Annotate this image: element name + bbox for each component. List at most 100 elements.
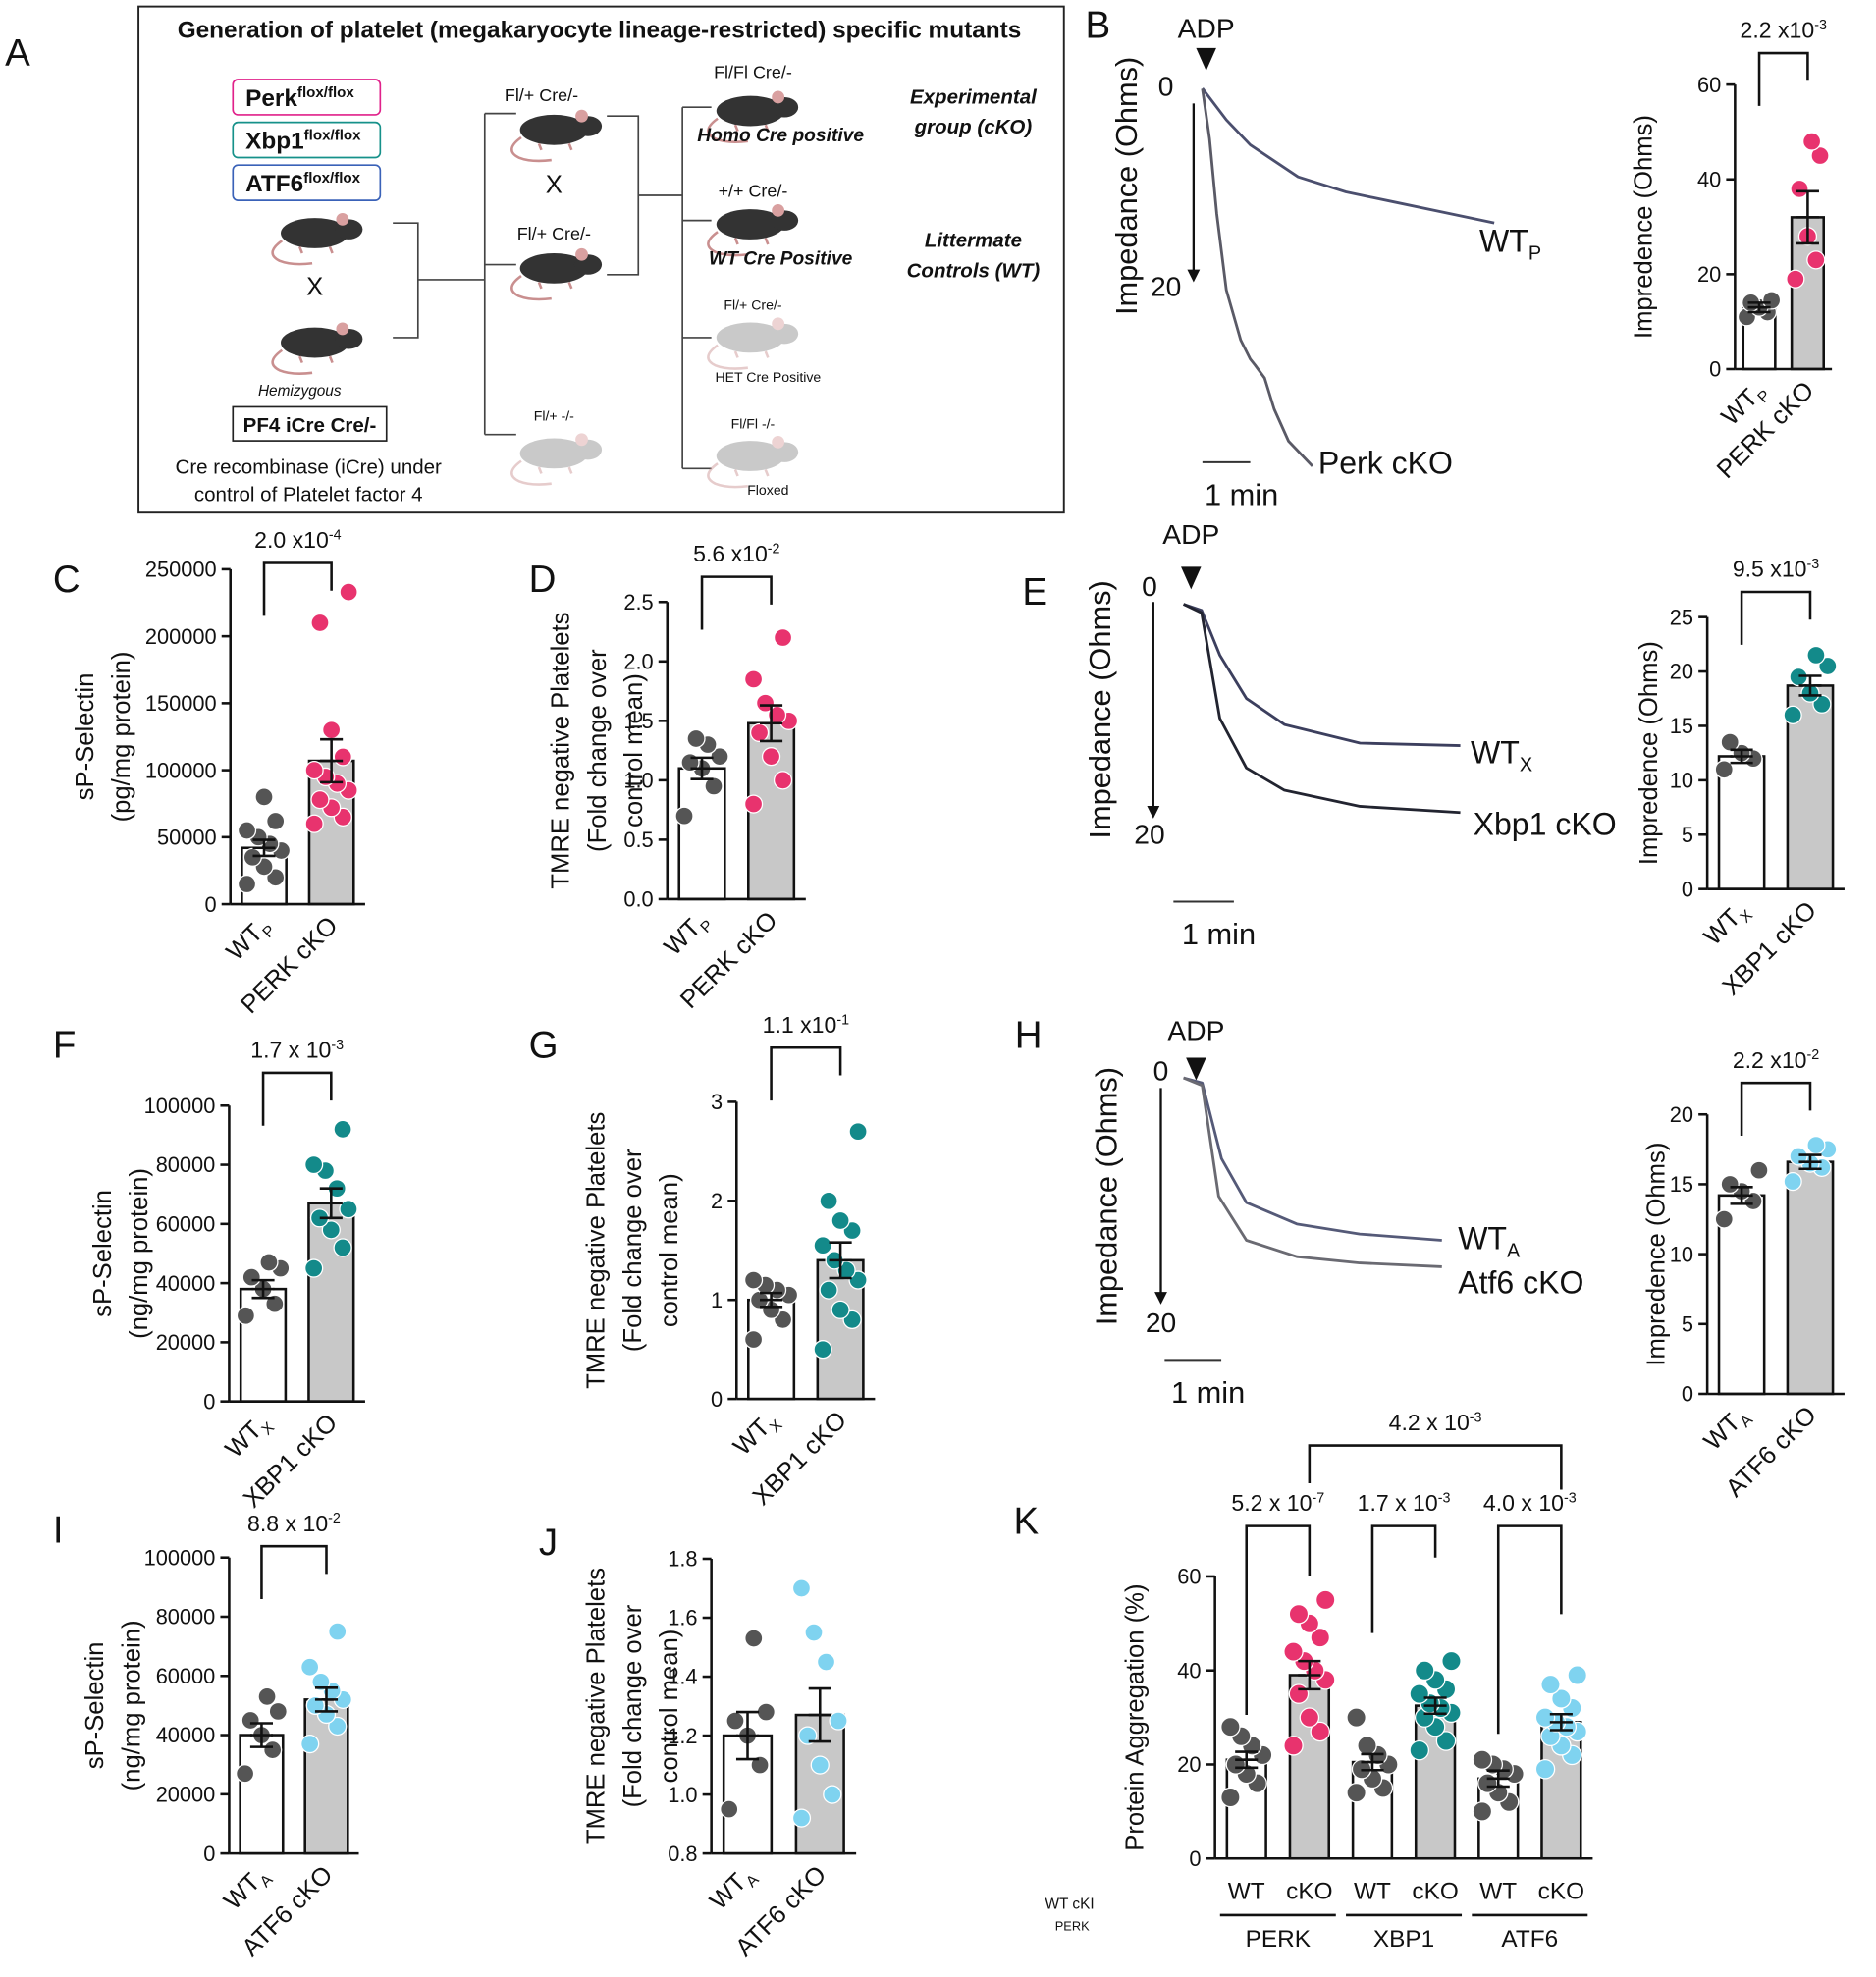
- panel-label: H: [1015, 1014, 1043, 1056]
- mouse-leg: [764, 469, 770, 477]
- y-tick-label: 5: [1682, 823, 1693, 847]
- y-tick-label: 60: [1697, 73, 1721, 97]
- data-point: [333, 1119, 352, 1140]
- error-bar: [1796, 189, 1819, 245]
- error-bar: [1361, 1752, 1384, 1772]
- y-axis-label: Protein Aggregation (%): [1122, 1583, 1150, 1850]
- y-tick-label: 200000: [145, 624, 217, 649]
- data-point: [259, 1253, 279, 1272]
- data-point: [237, 821, 257, 840]
- data-point: [1225, 1754, 1247, 1775]
- mouse-leg: [764, 238, 770, 245]
- y-axis-label: (Fold change over: [619, 1604, 647, 1807]
- y-tick-label: 20000: [156, 1783, 216, 1807]
- panel-label: F: [53, 1025, 77, 1067]
- gene-label-part: flox/flox: [304, 127, 361, 143]
- data-point: [266, 811, 286, 831]
- y-tick-label: 80000: [156, 1152, 216, 1177]
- y-axis-label: sP-Selectin: [81, 1642, 109, 1770]
- data-point: [1790, 179, 1809, 199]
- cross-symbol: X: [306, 273, 323, 300]
- y-tick-label: 80000: [156, 1605, 216, 1630]
- driver-label: PF4 iCre Cre/-: [243, 414, 377, 437]
- p-value-part: -2: [1807, 1047, 1820, 1063]
- p-value-part: -2: [768, 542, 780, 558]
- data-point: [1551, 1688, 1572, 1709]
- gene-label-part: flox/flox: [303, 170, 360, 187]
- y-tick-label: 20: [1134, 819, 1164, 850]
- mouse-ear: [575, 433, 588, 447]
- mouse-leg: [298, 246, 304, 254]
- mouse-tail: [707, 344, 748, 370]
- mouse-icon: [707, 317, 799, 370]
- mouse-ear: [772, 203, 785, 217]
- error-bar: [1730, 748, 1753, 765]
- data-point: [235, 1764, 255, 1784]
- agonist-marker: [1186, 1057, 1206, 1081]
- legend-label-part: Perk cKO: [1318, 445, 1453, 480]
- error-bar: [319, 1187, 343, 1220]
- y-axis-label: Impredence (Ohms): [1643, 1143, 1671, 1366]
- p-value-part: 5.2 x 10: [1231, 1490, 1312, 1516]
- gene-label-part: Xbp1: [245, 129, 304, 155]
- data-point: [266, 868, 286, 887]
- data-point: [1441, 1650, 1462, 1672]
- mouse-ear: [772, 435, 785, 449]
- legend-label-part: WT: [1458, 1220, 1507, 1256]
- legend-label: WTX: [1471, 734, 1532, 775]
- y-tick-label: 1: [711, 1288, 723, 1312]
- y-axis-label: control mean): [656, 1173, 683, 1327]
- error-bar: [829, 1241, 852, 1280]
- y-axis-label: (ng/mg protein): [118, 1620, 145, 1790]
- mouse-body: [519, 252, 588, 284]
- data-point: [268, 1701, 288, 1722]
- pedigree-lines: [393, 106, 712, 470]
- y-tick-label: 150000: [145, 691, 217, 716]
- trace-line: [1201, 87, 1495, 225]
- data-point: [1534, 1707, 1556, 1728]
- x-tick-label-part: cKO: [1286, 1878, 1332, 1904]
- p-value: 9.5 x10-3: [1733, 557, 1819, 582]
- y-axis-label: TMRE negative Platelets: [583, 1112, 611, 1389]
- data-point: [304, 1258, 324, 1278]
- data-point: [829, 1711, 848, 1731]
- arrow-head: [1187, 269, 1201, 283]
- p-value: 2.2 x10-2: [1733, 1047, 1819, 1073]
- mouse-ear: [336, 212, 349, 226]
- p-value: 5.6 x10-2: [693, 541, 779, 566]
- p-value-part: -4: [329, 528, 342, 544]
- data-point: [1714, 760, 1734, 779]
- data-point: [1720, 732, 1740, 752]
- p-value-part: 2.2 x10: [1741, 18, 1815, 43]
- data-point: [804, 1623, 824, 1642]
- error-bar: [760, 1291, 783, 1309]
- p-value: 5.2 x 10-7: [1231, 1490, 1324, 1516]
- p-value-part: -2: [328, 1511, 341, 1526]
- data-point: [263, 1740, 283, 1760]
- data-point: [720, 1799, 739, 1819]
- p-value-part: -7: [1312, 1491, 1324, 1507]
- f2-label: Homo Cre positive: [697, 126, 864, 146]
- panel-label: J: [539, 1522, 558, 1564]
- significance-bracket: [262, 561, 333, 616]
- data-point: [305, 1695, 325, 1716]
- y-tick-label: 0: [711, 1387, 723, 1412]
- mouse-tail: [510, 275, 552, 301]
- driver-note: control of Platelet factor 4: [194, 484, 423, 507]
- gene-label: ATF6flox/flox: [245, 170, 361, 197]
- data-point: [1801, 132, 1822, 151]
- p-value: 1.7 x 10-3: [1358, 1490, 1451, 1516]
- y-tick-label: 20: [1697, 262, 1721, 287]
- data-point: [1283, 1641, 1304, 1662]
- data-point: [1310, 1627, 1331, 1648]
- mouse-tail: [510, 135, 552, 163]
- data-point: [333, 1238, 352, 1257]
- y-tick-label: 100000: [145, 758, 217, 782]
- legend-label-part: Xbp1 cKO: [1474, 807, 1617, 842]
- y-axis-label: TMRE negative Platelets: [548, 613, 575, 889]
- p-value-part: 1.1 x10: [763, 1012, 837, 1038]
- y-tick-label: 0: [1153, 1055, 1169, 1087]
- legend-label: WTP: [1479, 224, 1541, 265]
- data-point: [1806, 250, 1826, 270]
- data-point: [1288, 1603, 1310, 1625]
